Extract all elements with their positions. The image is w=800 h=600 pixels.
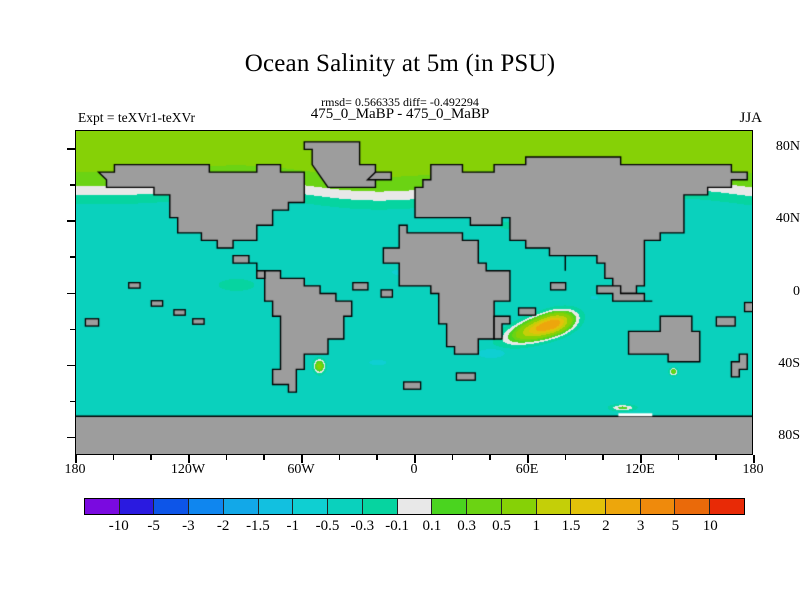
season-label: JJA [739,110,762,126]
colorbar-tick-label: -5 [147,518,160,534]
y-axis-label: 0 [793,283,800,299]
colorbar-tick-label: 5 [671,518,680,534]
colorbar-tick-label: -10 [108,518,129,534]
y-axis-label: 40S [778,355,800,371]
colorbar-cell [606,499,641,514]
x-axis-tick [150,455,152,460]
colorbar-tick-label: -0.5 [315,518,340,534]
y-axis-tick [67,220,75,222]
colorbar-tick-label: 10 [702,518,718,534]
colorbar-cell [675,499,711,514]
x-axis-tick [677,455,680,460]
x-axis-label: 180 [742,462,764,477]
colorbar-tick-label: -2 [216,518,230,534]
colorbar-cell [710,499,744,514]
x-axis-tick [753,455,755,463]
x-axis-tick [414,455,416,463]
colorbar-cell [258,499,294,514]
colorbar-tick-label: 1.5 [561,518,581,534]
colorbar-cell [189,499,224,514]
x-axis-tick [451,455,454,460]
y-axis-tick [67,148,75,150]
colorbar-tick-label: 0.5 [492,518,511,534]
page-title: Ocean Salinity at 5m (in PSU) [244,50,556,77]
x-axis-tick [263,455,265,460]
x-axis-label: 120E [625,462,655,477]
x-axis-label: 60E [515,462,539,477]
colorbar-tick-label: 3 [636,518,645,534]
y-axis-tick [67,292,75,294]
runs-comparison-line: 475_0_MaBP - 475_0_MaBP [310,106,490,122]
y-axis-tick [70,184,75,186]
x-axis-tick [564,455,567,460]
salinity-anomaly-map [76,131,752,454]
colorbar-cell [328,499,363,514]
colorbar-cell [154,499,190,514]
map-plot-area [75,130,753,455]
colorbar [84,498,745,515]
x-axis-tick [527,455,529,463]
x-axis-tick [489,455,491,460]
y-axis-label: 40N [775,211,800,227]
colorbar-tick-label: -1 [286,518,299,534]
rmsd-stats-line: rmsd= 0.566335 diff= -0.492294 [321,95,479,109]
colorbar-cell [536,499,572,514]
x-axis-label: 180 [64,462,86,477]
colorbar-tick-label: 2 [602,518,610,534]
x-axis-label: 60W [287,462,315,477]
x-axis-tick [376,455,378,460]
x-axis-label: 0 [410,462,418,477]
colorbar-tick-label: -0.3 [350,518,375,534]
x-axis-tick [640,455,642,463]
colorbar-cell [571,499,607,514]
x-axis-tick [225,455,228,460]
colorbar-tick-label: 0.3 [457,518,477,534]
x-axis-tick [188,455,190,463]
colorbar-tick-label: -3 [182,518,195,534]
x-axis-label: 120W [170,462,206,477]
colorbar-cell [223,499,259,514]
colorbar-cell [432,499,468,514]
experiment-label: Expt = teXVr1-teXVr [78,110,195,125]
x-axis-tick [75,455,77,463]
colorbar-cell [640,499,676,514]
colorbar-tick-label: -1.5 [246,518,270,534]
y-axis-tick [70,400,75,403]
colorbar-tick-label: -0.1 [385,518,409,534]
colorbar-cell [501,499,537,514]
y-axis-tick [67,436,75,439]
colorbar-cell [467,499,502,514]
colorbar-tick-label: 1 [532,518,541,534]
colorbar-cell [293,499,329,514]
colorbar-cell [119,499,155,514]
x-axis-tick [715,455,717,460]
colorbar-cell [397,499,433,514]
x-axis-tick [602,455,604,460]
colorbar-cell [85,499,120,514]
y-axis-tick [67,364,75,367]
x-axis-tick [301,455,303,463]
x-axis-tick [112,455,115,460]
y-axis-tick [70,328,75,331]
y-axis-tick [70,256,75,258]
y-axis-label: 80S [778,427,800,443]
y-axis-label: 80N [775,139,800,155]
x-axis-tick [338,455,341,460]
colorbar-tick-label: 0.1 [422,518,442,534]
colorbar-cell [362,499,398,514]
